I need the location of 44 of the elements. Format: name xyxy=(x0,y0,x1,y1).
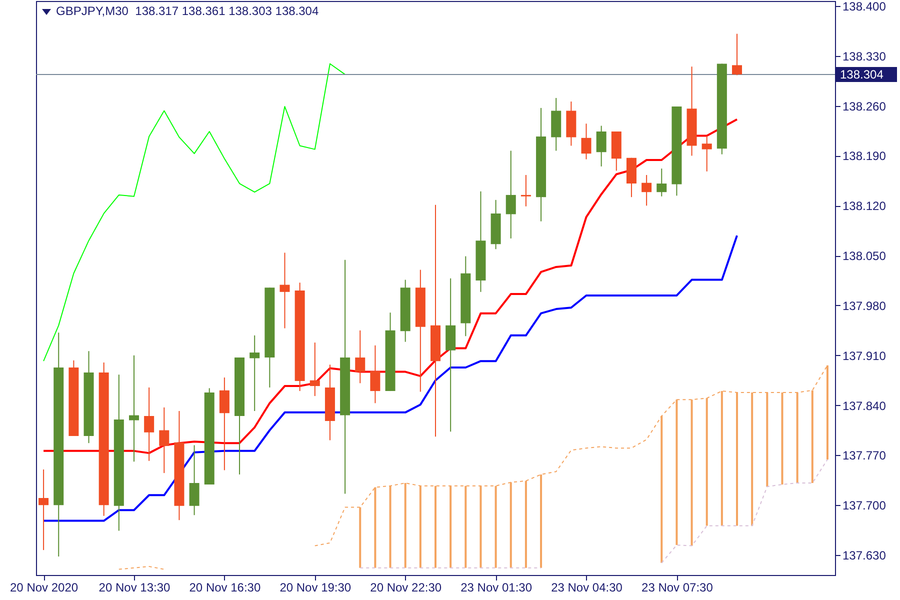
line-series xyxy=(42,234,738,522)
x-tick-label: 20 Nov 13:30 xyxy=(98,580,171,594)
candlestick xyxy=(128,354,139,462)
candlestick xyxy=(189,444,200,516)
y-tick-label: 137.630 xyxy=(842,548,886,563)
candlestick xyxy=(310,342,320,397)
y-tick-label: 137.770 xyxy=(842,448,886,463)
candlestick xyxy=(355,330,366,384)
candlestick xyxy=(702,135,712,172)
y-tick-label: 137.840 xyxy=(842,398,886,413)
y-tick-label: 138.260 xyxy=(842,99,886,114)
candlestick xyxy=(732,33,742,76)
y-tick-label: 137.980 xyxy=(842,298,886,313)
y-tick-label: 138.050 xyxy=(842,249,886,264)
candlestick xyxy=(506,150,516,239)
candlestick xyxy=(219,376,230,471)
candlestick xyxy=(144,386,154,462)
candlestick xyxy=(656,168,667,197)
candlestick xyxy=(596,125,606,167)
x-tick-label: 23 Nov 01:30 xyxy=(460,580,532,594)
y-tick-label: 138.120 xyxy=(842,199,886,214)
y-tick-label: 137.910 xyxy=(842,348,886,363)
chart-title: GBPJPY,M30 138.317 138.361 138.303 138.304 xyxy=(56,4,319,18)
y-tick-label: 137.700 xyxy=(842,498,886,513)
candlestick xyxy=(159,406,170,474)
x-tick-label: 23 Nov 07:30 xyxy=(642,580,714,594)
x-tick-label: 23 Nov 04:30 xyxy=(551,580,623,594)
line-series xyxy=(43,63,346,362)
x-tick-label: 20 Nov 2020 xyxy=(10,580,78,594)
ref-line-label: 138.304 xyxy=(840,67,884,82)
y-tick-label: 138.190 xyxy=(842,149,886,164)
candlestick xyxy=(581,123,592,160)
candlestick xyxy=(642,174,652,206)
x-tick-label: 20 Nov 19:30 xyxy=(280,580,352,594)
y-tick-label: 138.330 xyxy=(842,49,886,64)
x-tick-label: 20 Nov 16:30 xyxy=(189,580,261,594)
line-series xyxy=(42,118,738,454)
candlestick xyxy=(38,468,49,551)
candlestick xyxy=(250,334,260,412)
x-tick-label: 20 Nov 22:30 xyxy=(370,580,442,594)
y-tick-label: 138.400 xyxy=(842,0,886,14)
candlestick xyxy=(370,344,380,404)
candlestick xyxy=(280,252,290,329)
candlestick xyxy=(520,174,531,207)
